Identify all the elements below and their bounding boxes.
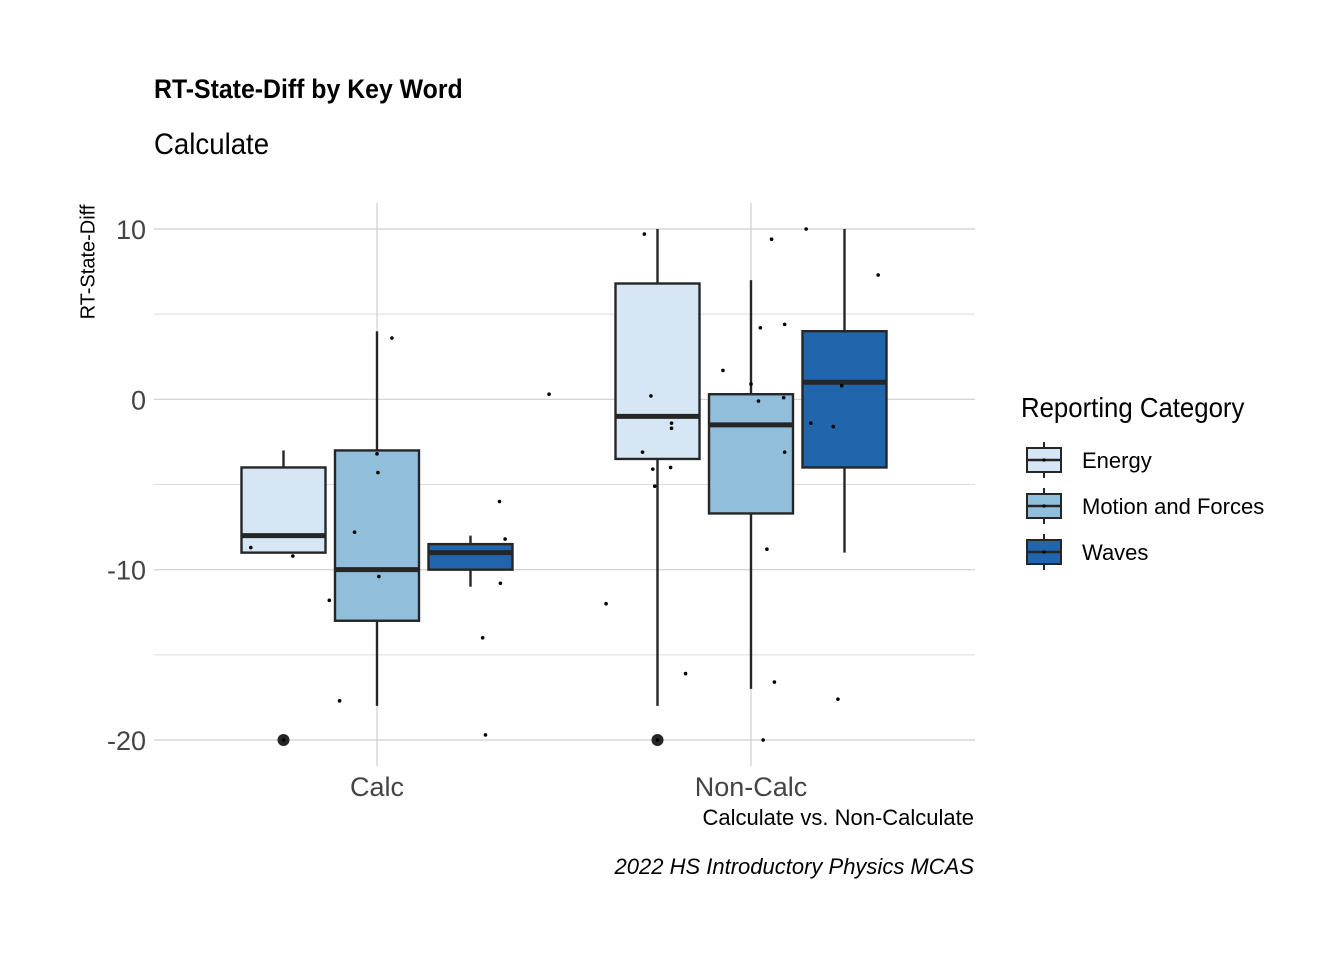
box-energy-non-calc	[604, 229, 701, 746]
jitter-point	[839, 383, 844, 388]
y-tick-labels: 10 0 -10 -20	[107, 215, 146, 756]
jitter-point	[758, 325, 763, 330]
jitter-point	[809, 421, 813, 425]
jitter-point	[480, 636, 485, 640]
jitter-point	[782, 450, 787, 454]
jitter-point	[642, 232, 647, 236]
jitter-point	[655, 738, 660, 742]
x-tick-label-non-calc: Non-Calc	[695, 772, 808, 802]
chart-caption: 2022 HS Introductory Physics MCAS	[614, 854, 974, 879]
jitter-point	[669, 421, 674, 425]
legend-key-energy	[1026, 442, 1062, 478]
box-waves-non-calc	[801, 227, 888, 701]
jitter-point	[772, 680, 777, 684]
jitter-point	[375, 452, 379, 456]
jitter-point	[769, 237, 774, 242]
x-axis-label: Calculate vs. Non-Calculate	[702, 805, 974, 830]
legend-key-waves	[1026, 534, 1062, 570]
y-tick-label: -20	[107, 726, 146, 756]
jitter-point	[352, 530, 357, 534]
jitter-point	[547, 392, 551, 397]
legend-point	[1042, 550, 1046, 554]
jitter-point	[281, 738, 286, 742]
y-tick-label: 10	[116, 215, 146, 245]
box-series	[240, 227, 888, 746]
x-tick-labels: Calc Non-Calc	[350, 772, 807, 802]
box-body	[801, 330, 888, 469]
chart-subtitle: Calculate	[154, 128, 270, 161]
jitter-point	[765, 547, 769, 552]
jitter-point	[337, 699, 342, 703]
jitter-point	[248, 545, 253, 550]
jitter-point	[652, 484, 657, 489]
box-body	[614, 282, 701, 461]
jitter-point	[782, 322, 787, 327]
jitter-point	[291, 554, 295, 558]
box-body	[240, 466, 327, 554]
jitter-point	[669, 426, 674, 431]
jitter-point	[876, 273, 880, 277]
x-tick-label-calc: Calc	[350, 772, 404, 802]
jitter-point	[683, 671, 688, 676]
box-energy-calc	[240, 450, 327, 746]
jitter-point	[503, 537, 507, 541]
jitter-point	[721, 368, 725, 373]
legend-label-motion-and-forces: Motion and Forces	[1082, 494, 1265, 519]
jitter-point	[756, 399, 761, 403]
jitter-point	[377, 574, 381, 579]
legend-keys	[1026, 442, 1062, 570]
y-tick-label: -10	[107, 556, 146, 586]
jitter-point	[749, 382, 753, 386]
legend-label-energy: Energy	[1082, 448, 1152, 473]
jitter-point	[761, 738, 765, 742]
box-body	[333, 449, 421, 622]
box-body	[707, 393, 795, 515]
legend-key-motion-and-forces	[1026, 488, 1062, 524]
jitter-point	[390, 336, 394, 340]
jitter-point	[498, 581, 503, 586]
legend-label-waves: Waves	[1082, 540, 1149, 565]
jitter-point	[781, 395, 786, 400]
y-tick-label: 0	[131, 385, 146, 415]
y-axis-label: RT-State-Diff	[77, 204, 100, 320]
jitter-point	[327, 598, 332, 603]
chart-title: RT-State-Diff by Key Word	[154, 74, 463, 104]
legend-point	[1042, 458, 1046, 462]
jitter-point	[497, 499, 502, 504]
box-motion-and-forces-non-calc	[707, 237, 795, 742]
jitter-point	[668, 465, 673, 470]
jitter-point	[376, 470, 380, 475]
legend-title: Reporting Category	[1021, 392, 1245, 423]
jitter-point	[831, 424, 836, 429]
box-waves-calc	[427, 392, 551, 737]
jitter-point	[836, 697, 840, 701]
jitter-point	[804, 227, 808, 231]
box-body	[427, 542, 514, 571]
jitter-point	[604, 601, 608, 606]
jitter-point	[649, 394, 653, 398]
jitter-point	[483, 733, 488, 737]
jitter-point	[640, 450, 645, 454]
box-motion-and-forces-calc	[327, 331, 421, 706]
legend-point	[1042, 504, 1046, 508]
jitter-point	[651, 467, 655, 471]
